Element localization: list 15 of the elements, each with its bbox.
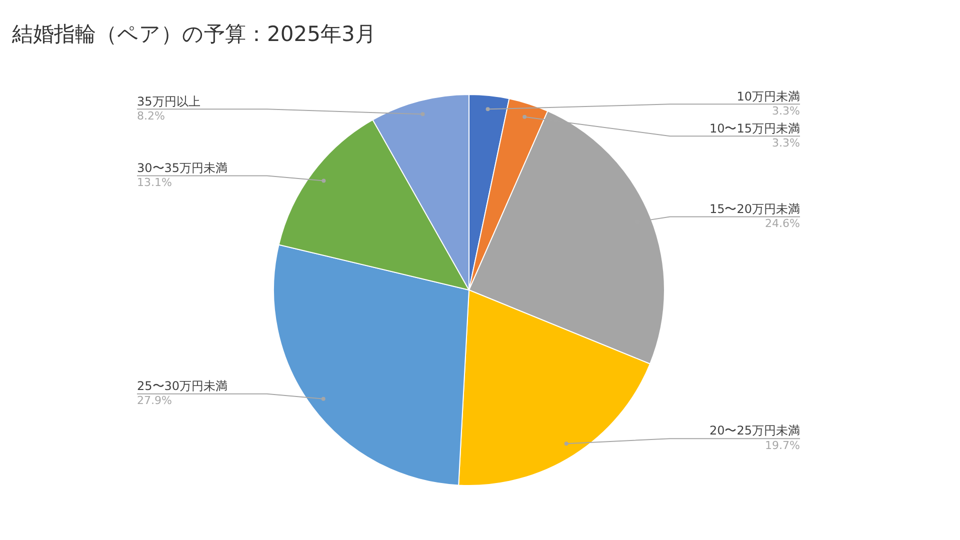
slice-label: 10〜15万円未満 <box>709 121 800 136</box>
chart-title: 結婚指輪（ペア）の予算：2025年3月 <box>12 21 376 48</box>
data-label: 8.2% <box>137 110 165 123</box>
slice-label: 35万円以上 <box>137 94 200 108</box>
slice-label: 20〜25万円未満 <box>709 424 800 438</box>
data-label: 19.7% <box>765 438 800 452</box>
slice-label: 15〜20万円未満 <box>709 202 800 216</box>
slice-label: 25〜30万円未満 <box>137 378 228 393</box>
data-label: 3.3% <box>772 104 800 118</box>
data-label: 3.3% <box>772 136 800 150</box>
data-label: 24.6% <box>765 217 800 230</box>
slice-label: 30〜35万円未満 <box>137 160 228 175</box>
slice-label: 10万円未満 <box>736 89 800 104</box>
data-label: 13.1% <box>137 176 172 190</box>
data-label: 27.9% <box>137 394 172 408</box>
